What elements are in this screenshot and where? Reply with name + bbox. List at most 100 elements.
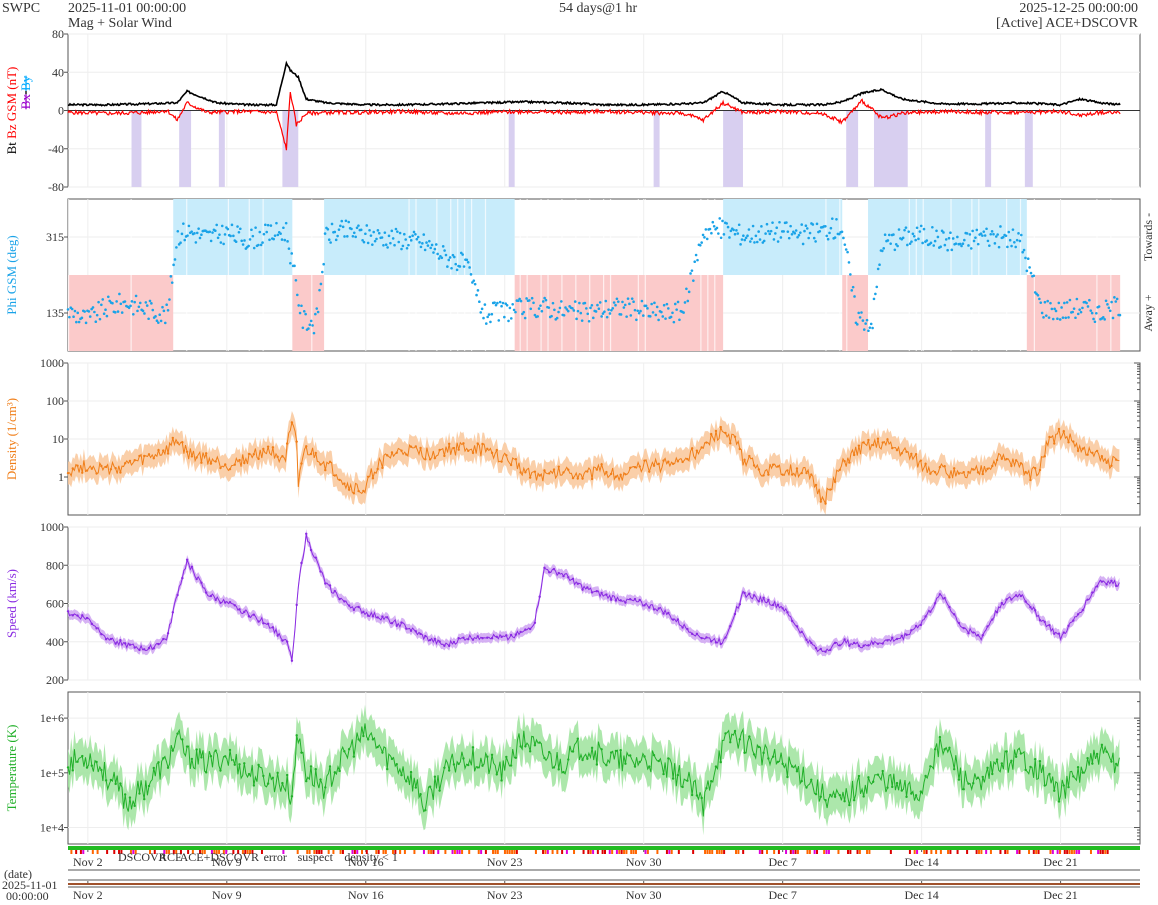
source-flag-mark [868,850,871,854]
source-flag-mark [777,850,780,854]
phi-gap-line [1006,199,1008,351]
density-point [567,468,570,471]
density-point [314,451,317,455]
phi-point [432,251,435,254]
density-point [305,445,308,448]
subtitle: Mag + Solar Wind [68,16,172,31]
density-point [281,455,284,458]
temperature-point [1010,759,1013,763]
speed-point [652,608,656,611]
phi-point [322,262,325,266]
speed-point [1091,591,1094,594]
phi-point [749,240,752,243]
source-flag-mark [534,850,537,854]
density-point [66,471,70,475]
x-tick-label: Nov 23 [487,855,523,869]
phi-point [633,308,637,312]
phi-point [118,292,121,296]
speed-point [605,593,608,596]
temperature-point [147,784,151,788]
source-flag-mark [1070,850,1073,854]
temperature-point [638,760,641,764]
phi-point [812,236,816,240]
phi-point [155,319,159,323]
phi-point [648,315,652,318]
phi-point [974,236,977,239]
phi-point [915,226,919,230]
temperature-point [805,786,808,789]
source-flag-mark [508,850,511,854]
phi-point [882,247,886,250]
phi-point [1001,235,1005,239]
source-flag-mark [1004,850,1007,854]
phi-point [646,307,649,310]
temperature-point [324,786,327,789]
source-flag-mark [353,850,356,854]
source-flag-mark [561,850,564,854]
speed-point [414,630,418,633]
temperature-point [967,782,970,785]
phi-point [352,231,356,235]
phi-point [487,313,491,316]
phi-point [799,231,802,234]
source-flag-mark [82,850,85,854]
phi-point [612,301,616,304]
temperature-point [457,762,460,766]
phi-point [690,269,694,272]
speed-point [1057,632,1061,635]
source-legend-item: ACE+DSCOVR [180,850,259,864]
source-flag-mark [715,850,718,854]
source-flag-mark [179,850,182,854]
temperature-point [752,753,756,756]
temperature-point [519,745,522,748]
speed-point [938,593,942,596]
x-tick-label: Nov 30 [626,888,662,902]
phi-gap-line [262,199,264,351]
speed-point [1062,631,1065,634]
phi-point [655,305,659,309]
phi-point [969,247,973,250]
phi-point [148,299,152,303]
temperature-point [247,772,251,776]
speed-point [328,584,332,587]
phi-point [372,230,376,234]
temperature-point [600,748,603,751]
temperature-point [695,794,699,797]
temperature-point [300,751,303,754]
speed-point [171,611,175,614]
phi-point [775,226,779,230]
phi-point [490,312,494,316]
temperature-point [1043,784,1046,787]
phi-point [585,307,588,310]
temperature-point [486,755,489,758]
phi-point [1067,316,1070,319]
source-flag-mark [808,850,811,854]
phi-point [106,295,110,299]
phi-point [404,238,407,241]
phi-point [1078,308,1081,311]
phi-point [514,310,517,314]
temperature-point [157,761,160,764]
density-point [1086,453,1089,456]
phi-point [259,243,263,247]
phi-point [1115,297,1119,301]
phi-point [407,243,410,247]
speed-point [409,629,413,632]
density-point [638,465,641,468]
speed-point [500,635,503,639]
phi-point [982,230,986,233]
phi-point [141,309,145,313]
phi-point [1025,269,1029,273]
speed-point [309,548,313,552]
temperature-point [1081,771,1085,774]
speed-point [514,633,518,636]
speed-point [619,599,622,602]
source-flag-mark [432,850,435,854]
phi-point [368,228,371,232]
temperature-point [886,786,889,789]
temperature-point [357,738,360,741]
source-legend-item: density < 1 [344,850,397,864]
speed-point [881,642,884,645]
phi-y-tick-label: 135 [46,306,64,320]
phi-point [1090,311,1094,315]
